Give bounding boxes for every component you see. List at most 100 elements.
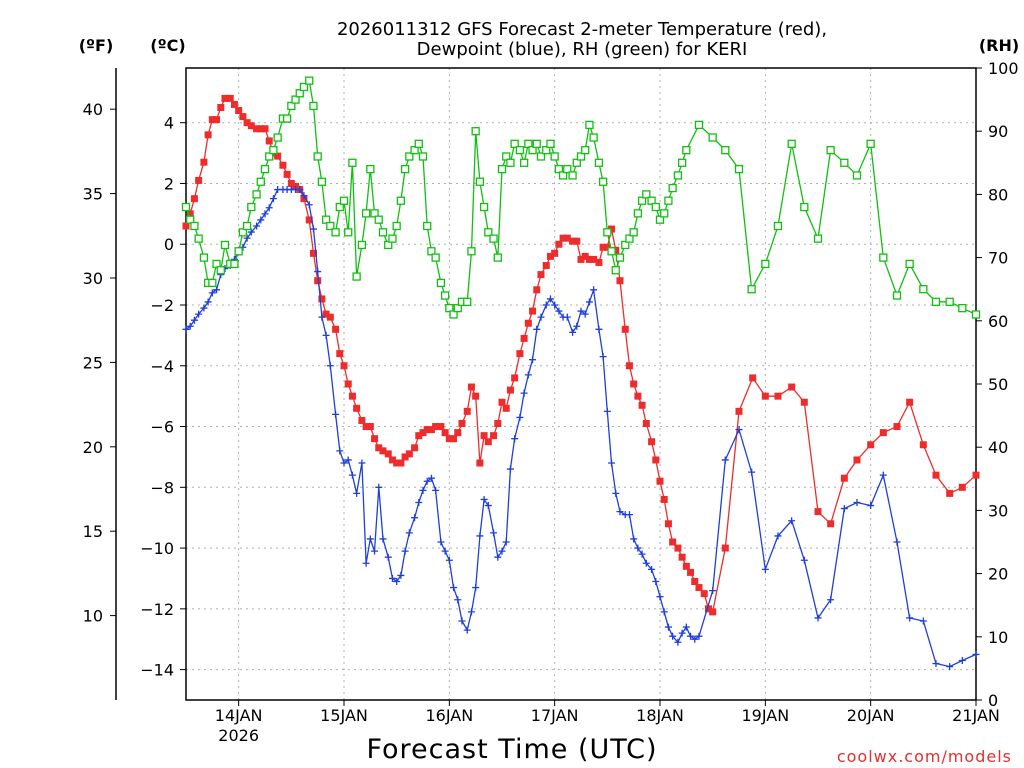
celsius-tick-label: −2 [150,296,174,315]
dewpoint-point [484,502,492,510]
rh-point [642,190,651,199]
rh-point [694,120,704,130]
dewpoint-point [695,632,703,640]
temperature-point [946,489,954,497]
temperature-point [524,319,532,327]
dewpoint-point [393,578,401,585]
rh-point [568,171,577,180]
temperature-point [498,398,506,406]
rh-point [660,209,669,218]
dewpoint-point [441,547,449,555]
temperature-point [397,459,405,467]
fahrenheit-tick-label: 25 [83,353,103,372]
rh-point [664,196,673,205]
temperature-point [704,605,712,613]
rh-point [374,215,383,224]
temperature-point [332,325,340,333]
rh-point [423,221,432,231]
temperature-point [247,122,255,130]
temperature-point [226,94,234,102]
rh-point [519,158,529,167]
dewpoint-point [577,307,585,315]
chart-title-line1: 2026011312 GFS Forecast 2-meter Temperat… [337,19,827,40]
dewpoint-point [919,617,927,625]
rh-point [919,285,928,294]
dewpoint-point [674,638,682,646]
rh-point [445,304,454,313]
temperature-point [441,429,449,437]
temperature-point [419,429,427,437]
dewpoint-point [336,447,344,455]
temperature-point [542,262,550,269]
dewpoint-point [656,593,664,601]
dewpoint-point [652,578,660,585]
dewpoint-point [344,456,352,464]
rh-point [378,228,388,237]
temperature-point [621,325,629,333]
temperature-point [840,474,848,482]
dewpoint-point [879,471,887,479]
rh-point [410,146,419,155]
dewpoint-point [691,635,699,643]
temperature-point [326,313,334,321]
temperature-point [490,432,498,440]
temperature-point [559,234,567,242]
dewpoint-point [867,502,875,510]
rh-point [673,171,683,180]
rh-point [558,171,568,180]
dewpoint-point [840,505,848,513]
temperature-point [603,243,611,251]
dewpoint-point [314,268,322,276]
dewpoint-point [669,632,677,640]
dewpoint-point [946,663,954,671]
dewpoint-point [546,295,554,303]
temperature-point [906,398,914,406]
temperature-point [463,407,471,415]
temperature-point [648,438,656,446]
dewpoint-point [616,508,624,516]
rh-point [677,158,687,167]
dewpoint-point [384,553,392,561]
temperature-point [700,590,708,598]
temperature-point [932,471,940,479]
rh-point [427,247,436,256]
temperature-point [265,137,273,145]
rh-point [607,247,616,256]
rh-point [826,146,835,155]
temperature-point [336,350,344,358]
dewpoint-point [186,322,194,330]
temperature-series [182,94,980,616]
rh-point [436,278,446,288]
rh-point [309,101,318,111]
temperature-point [388,456,396,464]
rh-point [594,158,604,167]
dewpoint-point [893,538,901,546]
rh-point [216,266,225,275]
rh-point [931,297,941,306]
temperature-point [379,447,387,455]
rh-point [637,196,647,205]
dewpoint-point [599,353,607,361]
rh-point [256,177,265,186]
temperature-point [502,404,510,412]
rh-point [321,215,331,224]
dewpoint-point [182,325,190,333]
temperature-point [243,119,251,127]
dewpoint-point [480,495,488,503]
rh-point [181,202,191,212]
temperature-point [573,237,581,245]
rh-point [238,228,248,237]
rh-point [431,253,440,262]
temperature-point [682,562,690,570]
rh-point [813,234,823,243]
temperature-point [353,404,361,412]
temperature-point [958,483,966,491]
temperature-point [761,392,769,400]
dewpoint-point [379,535,387,543]
rh-point [655,215,665,224]
rh-tick-label: 30 [988,501,1008,520]
rh-point [467,247,476,256]
temperature-point [235,107,243,115]
temperature-point [616,277,624,285]
